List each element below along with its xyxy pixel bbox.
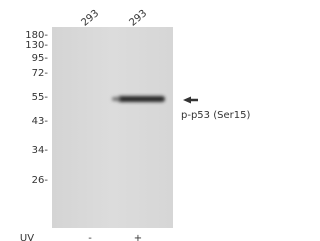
- treatment-lane: -: [88, 233, 92, 241]
- marker-label: 72-: [32, 68, 49, 79]
- marker-label: 43-: [32, 116, 49, 127]
- band-arrow: [183, 97, 198, 104]
- treatment-lane: +: [134, 233, 142, 241]
- blot-figure: p-p53 (Ser15) UV 180-130-95-72-55-43-34-…: [0, 0, 271, 241]
- band-label: p-p53 (Ser15): [181, 110, 250, 121]
- marker-label: 55-: [32, 92, 49, 103]
- lane-label: 293: [79, 8, 101, 29]
- marker-label: 130-: [25, 40, 48, 51]
- band: [112, 96, 165, 102]
- marker-label: 95-: [32, 53, 49, 64]
- marker-label: 34-: [32, 145, 49, 156]
- marker-label: 26-: [32, 175, 49, 186]
- lane-label: 293: [127, 8, 149, 29]
- treatment-name: UV: [20, 233, 34, 241]
- blot-membrane: [52, 27, 173, 228]
